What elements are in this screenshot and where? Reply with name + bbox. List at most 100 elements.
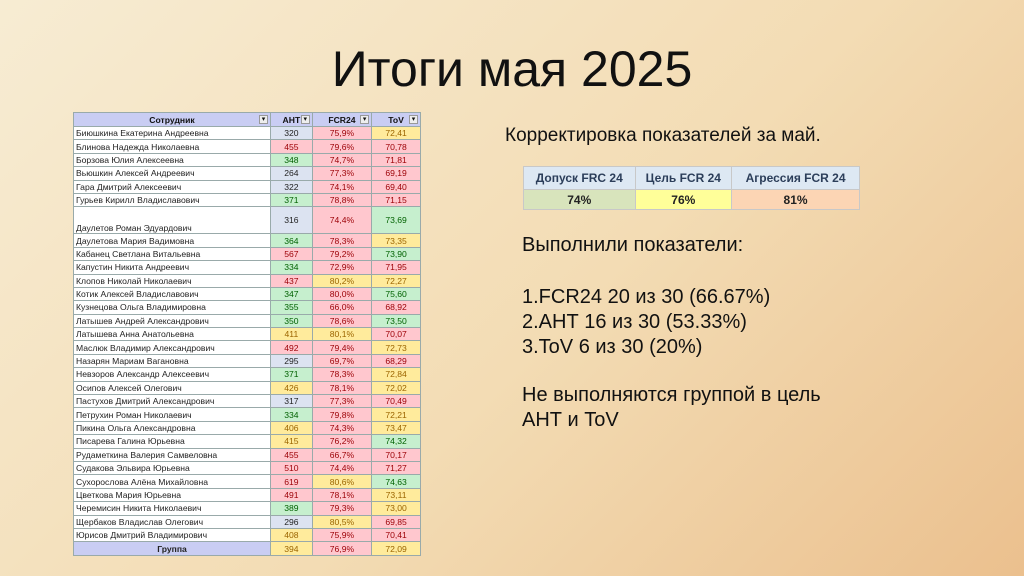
fcr24-value: 74,3% (311, 420, 373, 436)
employee-name: Осипов Алексей Олегович (73, 380, 271, 396)
fcr24-value: 75,9% (311, 125, 373, 141)
fcr24-value: 76,2% (311, 434, 373, 449)
fcr24-value: 79,3% (311, 501, 373, 516)
aht-value: 619 (270, 474, 313, 489)
tov-value: 74,63 (371, 474, 421, 489)
tov-value: 68,92 (371, 300, 421, 315)
employee-name: Невзоров Александр Алексеевич (73, 367, 271, 382)
employee-name: Цветкова Мария Юрьевна (73, 487, 271, 503)
fcr24-value: 74,4% (311, 460, 373, 476)
aht-value: 437 (270, 273, 313, 288)
header-employee[interactable]: Сотрудник ▾ (73, 112, 271, 127)
not-done-text: Не выполняются группой в цель (522, 384, 821, 406)
tov-value: 69,85 (371, 514, 421, 529)
employee-name: Маслюк Владимир Александрович (73, 340, 271, 355)
aht-value: 295 (270, 353, 313, 369)
header-fcr24[interactable]: FCR24 ▾ (311, 112, 373, 127)
fcr24-value: 66,0% (311, 300, 373, 315)
employee-name: Клопов Николай Николаевич (73, 273, 271, 288)
employee-name: Группа (73, 541, 271, 556)
aht-value: 322 (270, 179, 313, 194)
fcr24-value: 80,0% (311, 286, 373, 302)
table-row: Капустин Никита Андреевич 334 72,9% 71,95 (73, 260, 421, 275)
tov-value: 75,60 (371, 286, 421, 302)
employee-name: Гурьев Кирилл Владиславович (73, 192, 271, 208)
done-heading: Выполнили показатели: (522, 234, 744, 256)
aht-value: 264 (270, 166, 313, 181)
header-aht[interactable]: АНТ ▾ (270, 112, 313, 127)
fcr24-value: 77,3% (311, 166, 373, 181)
tov-value: 71,95 (371, 260, 421, 275)
filter-dropdown-icon[interactable]: ▾ (360, 115, 370, 124)
employee-name: Пастухов Дмитрий Александрович (73, 394, 271, 409)
group-total-row: Группа 394 76,9% 72,09 (73, 541, 421, 556)
table-row: Кузнецова Ольга Владимировна 355 66,0% 68,9… (73, 300, 421, 315)
employee-name: Вьюшкин Алексей Андреевич (73, 166, 271, 181)
tov-value: 72,73 (371, 340, 421, 355)
table-row: Даулетов Роман Эдуардович 316 74,4% 73,69 (73, 206, 421, 235)
filter-dropdown-icon[interactable]: ▾ (409, 115, 418, 124)
aht-value: 316 (270, 206, 313, 235)
tov-value: 70,17 (371, 447, 421, 462)
fcr24-value: 75,9% (311, 527, 373, 543)
table-row: Латышева Анна Анатольевна 411 80,1% 70,07 (73, 327, 421, 342)
fcr24-value: 74,1% (311, 179, 373, 194)
employee-name: Латышев Андрей Александрович (73, 313, 271, 329)
table-row: Черемисин Никита Николаевич 389 79,3% 73,00 (73, 501, 421, 516)
subtitle: Корректировка показателей за май. (505, 125, 821, 146)
employee-name: Судакова Эльвира Юрьевна (73, 460, 271, 476)
tov-value: 70,07 (371, 327, 421, 342)
table-row: Блинова Надежда Николаевна 455 79,6% 70,78 (73, 139, 421, 154)
employee-name: Сухорослова Алёна Михайловна (73, 474, 271, 489)
table-row: Петрухин Роман Николаевич 334 79,8% 72,21 (73, 407, 421, 422)
tov-value: 73,35 (371, 233, 421, 248)
table-row: Назарян Мариам Вагановна 295 69,7% 68,29 (73, 353, 421, 369)
fcr24-value: 74,7% (311, 152, 373, 168)
employee-name: Биюшкина Екатерина Андреевна (73, 125, 271, 141)
slide-title: Итоги мая 2025 (331, 41, 693, 97)
filter-dropdown-icon[interactable]: ▾ (300, 115, 310, 124)
done-item: 1.FCR24 20 из 30 (66.67%) (522, 286, 771, 308)
filter-dropdown-icon[interactable]: ▾ (259, 115, 268, 124)
tov-value: 73,69 (371, 206, 421, 235)
fcr24-value: 80,2% (311, 273, 373, 288)
employee-name: Щербаков Владислав Олегович (73, 514, 271, 529)
tov-value: 71,15 (371, 192, 421, 208)
table-row: Вьюшкин Алексей Андреевич 264 77,3% 69,19 (73, 166, 421, 181)
header-tov[interactable]: ToV ▾ (371, 112, 421, 127)
employee-name: Кузнецова Ольга Владимировна (73, 300, 271, 315)
table-row: Сухорослова Алёна Михайловна 619 80,6% 74,6… (73, 474, 421, 489)
tov-value: 73,90 (371, 246, 421, 262)
aht-value: 455 (270, 139, 313, 154)
aht-value: 317 (270, 394, 313, 409)
tov-value: 71,81 (371, 152, 421, 168)
tov-value: 72,09 (371, 541, 421, 556)
tov-value: 73,47 (371, 420, 421, 436)
employee-name: Даулетова Мария Вадимовна (73, 233, 271, 248)
aht-value: 492 (270, 340, 313, 355)
fcr24-value: 76,9% (311, 541, 373, 556)
aht-value: 355 (270, 300, 313, 315)
table-row: Цветкова Мария Юрьевна 491 78,1% 73,11 (73, 487, 421, 503)
employee-name: Назарян Мариам Вагановна (73, 353, 271, 369)
employee-table: Сотрудник ▾ АНТ ▾ FCR24 ▾ ToV ▾ Биюшкина Ека… (73, 112, 421, 556)
aht-value: 510 (270, 460, 313, 476)
tov-value: 70,78 (371, 139, 421, 154)
fcr24-value: 78,1% (311, 380, 373, 396)
done-item: 3.ToV 6 из 30 (20%) (522, 336, 703, 358)
table-row: Кабанец Светлана Витальевна 567 79,2% 73,90 (73, 246, 421, 262)
employee-name: Латышева Анна Анатольевна (73, 327, 271, 342)
fcr24-value: 80,1% (311, 327, 373, 342)
employee-name: Гара Дмитрий Алексеевич (73, 179, 271, 194)
target-header: Агрессия FCR 24 (731, 166, 860, 190)
tov-value: 73,50 (371, 313, 421, 329)
table-row: Борзова Юлия Алексеевна 348 74,7% 71,81 (73, 152, 421, 168)
table-row: Гурьев Кирилл Владиславович 371 78,8% 71,15 (73, 192, 421, 208)
employee-name: Котик Алексей Владиславович (73, 286, 271, 302)
target-header: Допуск FRC 24 (523, 166, 636, 190)
employee-name: Блинова Надежда Николаевна (73, 139, 271, 154)
fcr24-value: 79,4% (311, 340, 373, 355)
target-value: 81% (731, 189, 860, 210)
aht-value: 411 (270, 327, 313, 342)
fcr24-value: 80,6% (311, 474, 373, 489)
